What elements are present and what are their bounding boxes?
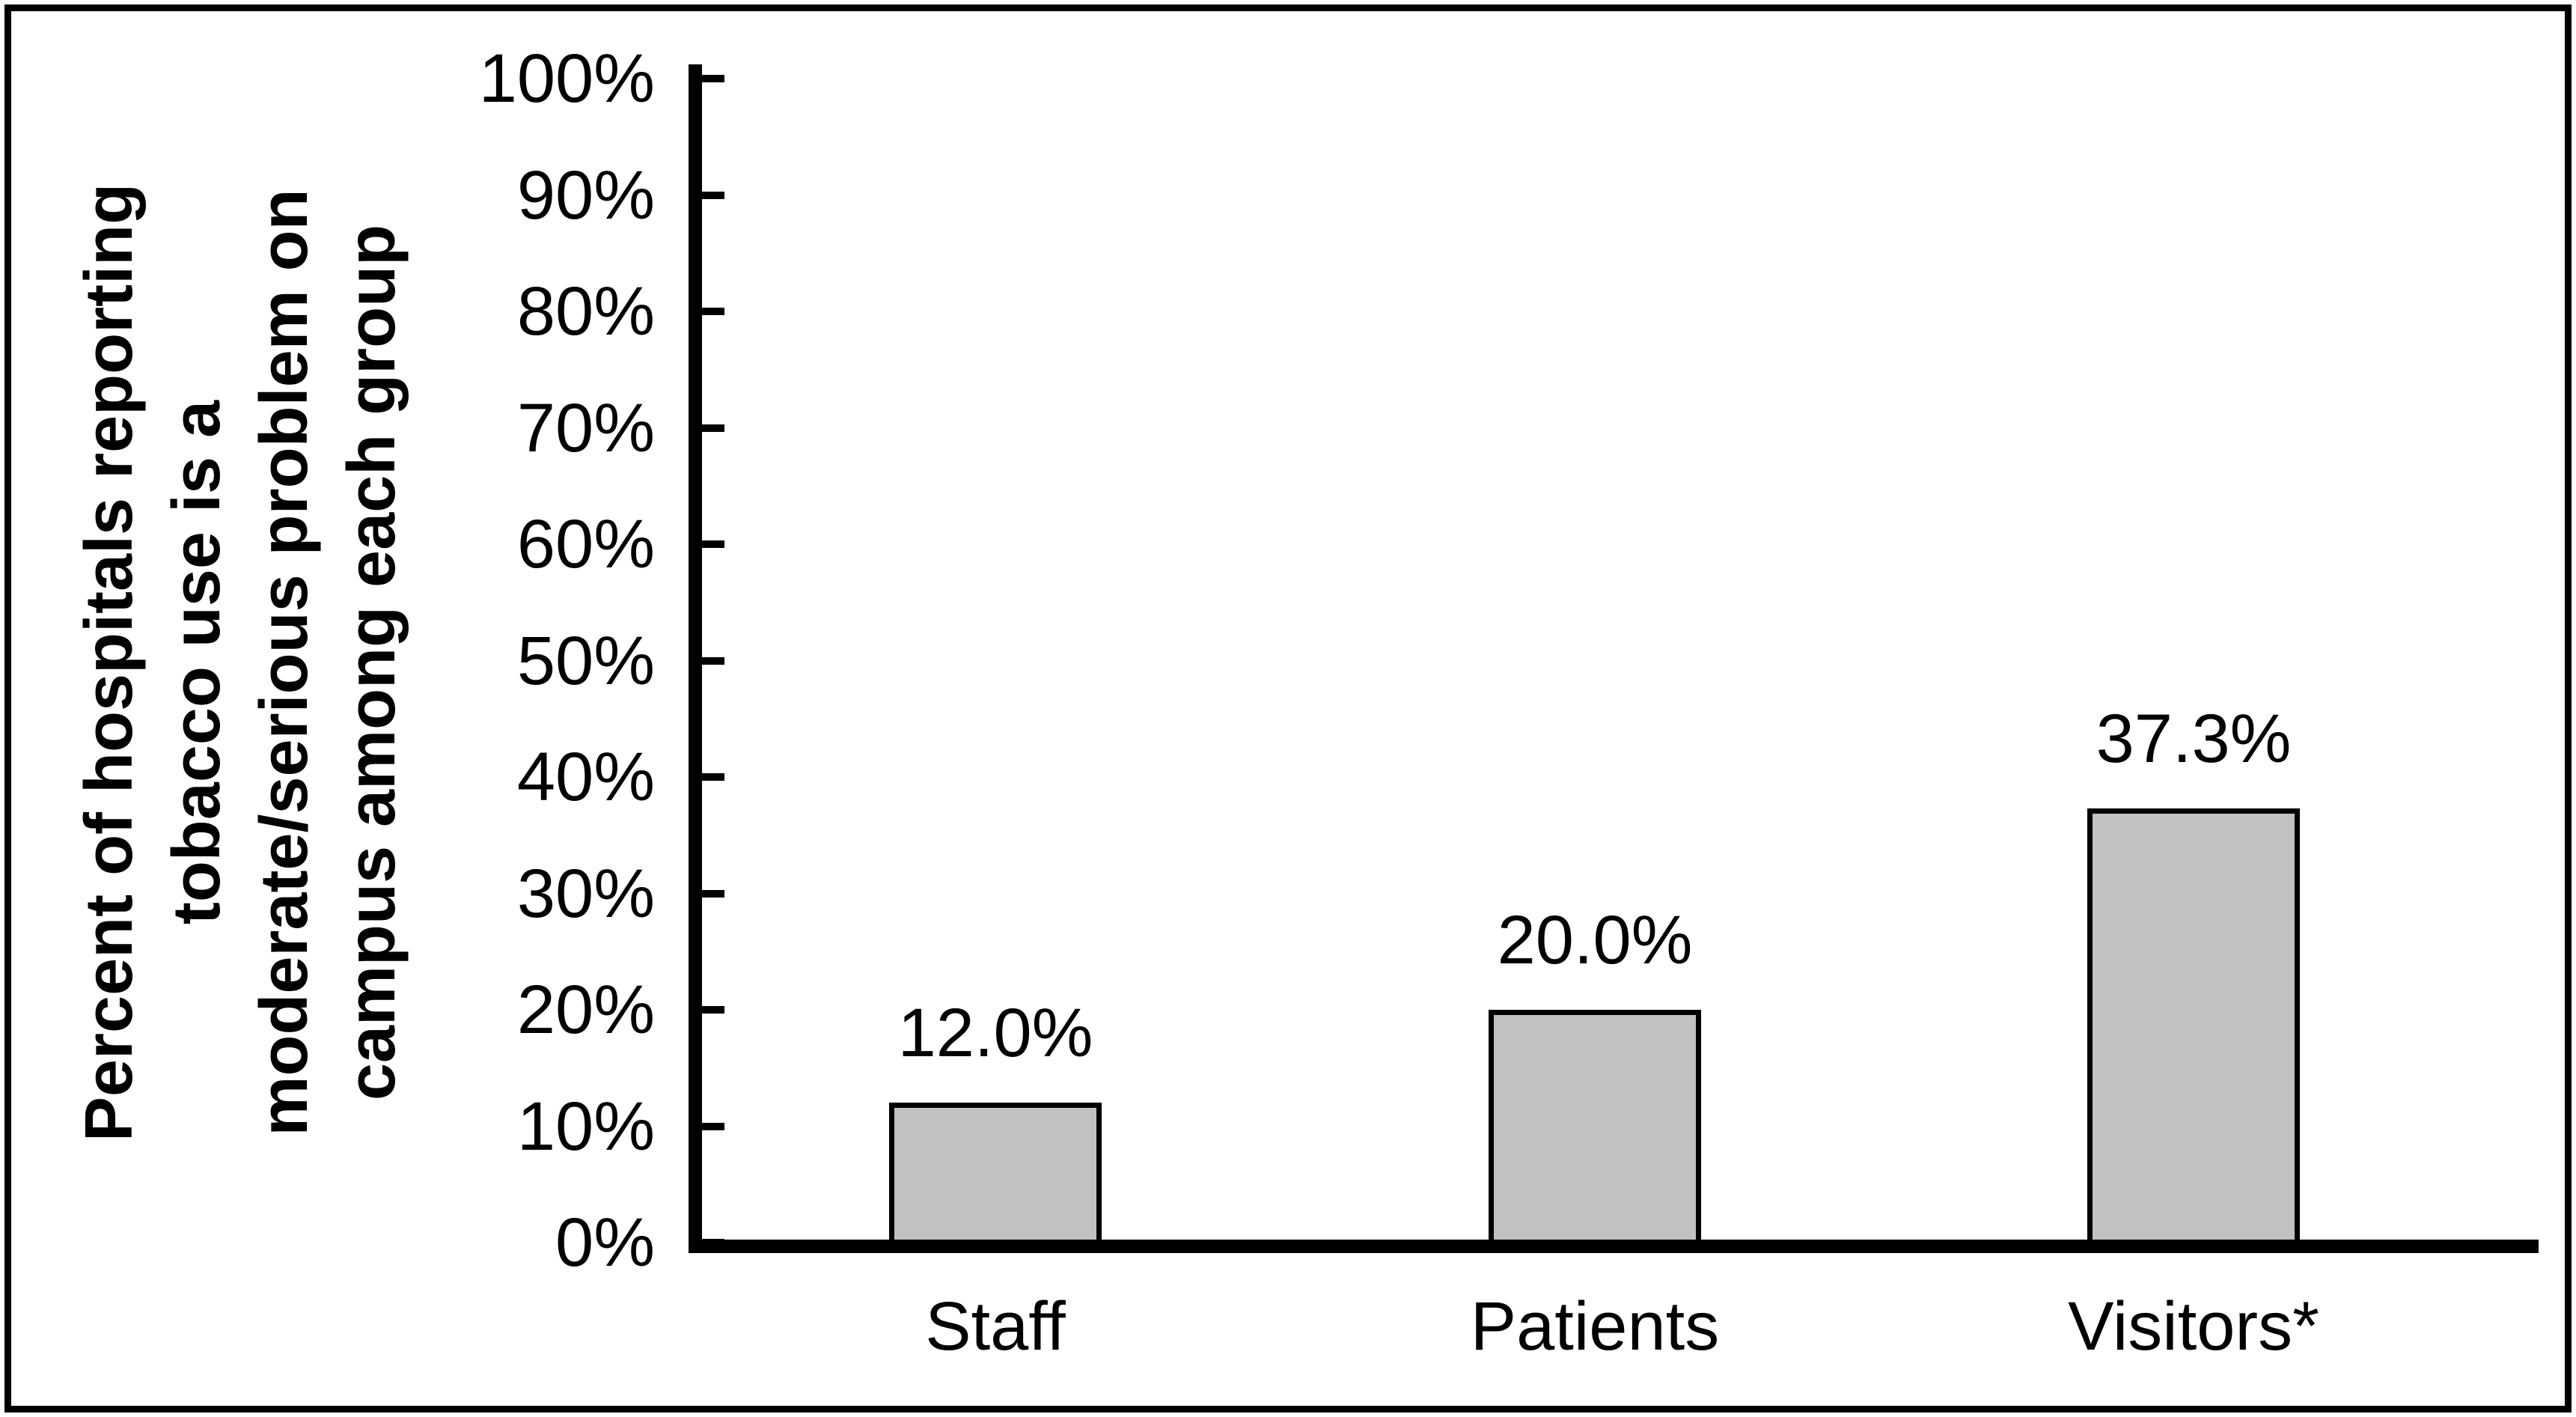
- x-axis-category-label: Visitors*: [2068, 1288, 2319, 1365]
- y-axis-tick: [702, 773, 724, 781]
- x-axis-category-label: Patients: [1470, 1288, 1720, 1365]
- y-axis-tick: [702, 889, 724, 898]
- y-axis-tick-label: 0%: [555, 1204, 655, 1281]
- y-axis-tick-label: 20%: [516, 972, 655, 1048]
- y-axis-tick-label: 80%: [516, 273, 655, 350]
- y-axis-tick: [702, 191, 724, 199]
- y-axis-tick: [702, 75, 724, 82]
- y-axis-tick-label: 10%: [516, 1088, 655, 1165]
- bar: [889, 1103, 1102, 1246]
- y-axis-tick: [702, 1122, 724, 1130]
- x-axis-category-label: Staff: [925, 1288, 1066, 1365]
- y-axis-tick-label: 90%: [516, 156, 655, 234]
- bar: [1489, 1010, 1701, 1246]
- y-axis-tick: [702, 424, 724, 432]
- y-axis-tick-label: 40%: [516, 739, 655, 815]
- y-axis-tick-label: 100%: [478, 40, 655, 117]
- y-axis-tick: [702, 308, 724, 315]
- y-axis-line: [689, 64, 702, 1253]
- y-axis-tick: [702, 1006, 724, 1014]
- y-axis-tick-label: 30%: [516, 855, 655, 932]
- bar: [2087, 808, 2300, 1246]
- y-axis-tick-label: 60%: [516, 506, 655, 582]
- y-axis-tick-label: 70%: [516, 389, 655, 466]
- y-axis-tick-label: 50%: [516, 622, 655, 699]
- bar-value-label: 20.0%: [1497, 902, 1693, 978]
- y-axis-tick: [702, 656, 724, 665]
- bar-value-label: 37.3%: [2096, 700, 2292, 777]
- x-axis-line: [689, 1240, 2539, 1253]
- y-axis-tick: [702, 540, 724, 548]
- bar-value-label: 12.0%: [897, 995, 1093, 1072]
- figure-border: [4, 4, 2572, 1413]
